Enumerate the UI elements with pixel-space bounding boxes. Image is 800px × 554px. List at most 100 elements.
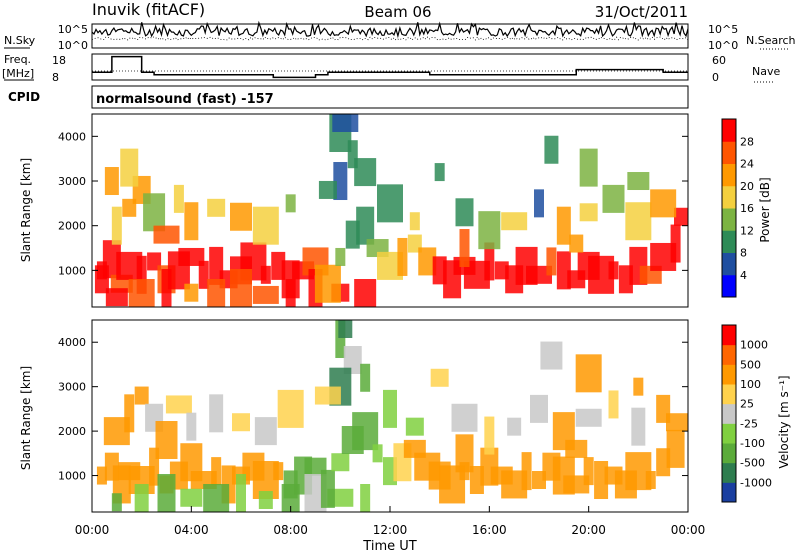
power-point-9 — [178, 247, 205, 266]
power-point-89 — [625, 202, 652, 241]
velocity-point-25 — [186, 412, 197, 441]
power-data — [94, 114, 688, 307]
noise-left-tick-top: 10^5 — [58, 23, 88, 36]
cpid-value: normalsound (fast) -157 — [96, 92, 274, 107]
velocity-colorbar-tick-0: 1000 — [740, 339, 768, 352]
velocity-point-92 — [455, 434, 474, 473]
velocity-point-40 — [360, 484, 371, 512]
power-colorbar-swatch-4 — [722, 185, 736, 209]
velocity-point-41 — [320, 469, 335, 508]
power-point-45 — [335, 247, 346, 266]
velocity-colorbar-swatch-8 — [722, 325, 736, 346]
power-colorbar-swatch-0 — [722, 274, 736, 298]
velocity-cbar-label: Velocity [m s⁻¹] — [777, 375, 791, 468]
power-colorbar-swatch-6 — [722, 141, 736, 164]
station-title: Inuvik (fitACF) — [92, 0, 205, 19]
power-point-30 — [285, 194, 296, 213]
velocity-point-57 — [405, 417, 424, 436]
power-colorbar-swatch-1 — [722, 252, 736, 276]
power-point-35 — [161, 269, 172, 307]
time-xtick-label-5: 20:00 — [571, 523, 606, 537]
velocity-colorbar-tick-5: -100 — [740, 437, 765, 450]
power-point-60 — [409, 212, 420, 231]
velocity-colorbar-swatch-3 — [722, 423, 736, 444]
freq-frame — [91, 53, 689, 81]
time-x-axis: 00:00 04:00 08:00 12:00 16:00 20:00 00:00 — [75, 506, 705, 537]
velocity-ytick-label-0: 1000 — [58, 470, 86, 483]
date-title: 31/Oct/2011 — [595, 3, 688, 21]
velocity-colorbar-tick-2: 100 — [740, 378, 761, 391]
power-panel: 1000 2000 3000 4000 Slant Range [km] 4 8 12 16… — [19, 113, 772, 308]
power-point-52 — [418, 247, 437, 276]
freq-line — [92, 55, 688, 79]
power-point-91 — [544, 135, 559, 164]
velocity-point-54 — [314, 386, 341, 405]
power-point-27 — [207, 198, 226, 217]
nsearch-label: N.Search — [746, 34, 796, 47]
cpid-frame — [91, 85, 689, 109]
noise-right-tick-bottom: 10^0 — [708, 39, 738, 52]
velocity-colorbar-tick-3: 25 — [740, 398, 754, 411]
time-xlabel: Time UT — [362, 539, 416, 554]
power-colorbar-swatch-3 — [722, 208, 736, 231]
noise-right-tick-top: 10^5 — [708, 23, 738, 36]
velocity-point-21 — [134, 386, 149, 405]
velocity-point-50 — [335, 320, 346, 358]
velocity-colorbar-frame — [721, 324, 737, 503]
power-point-28 — [230, 202, 252, 231]
velocity-ytick-label-3: 4000 — [58, 336, 86, 349]
velocity-ytick-label-1: 2000 — [58, 425, 86, 438]
freq-panel: Freq. [MHz] 18 8 60 0 Nave — [2, 53, 780, 84]
time-xtick-label-2: 08:00 — [273, 523, 308, 537]
velocity-point-56 — [383, 389, 397, 428]
velocity-point-28 — [254, 417, 277, 446]
power-y-axis: 1000 2000 3000 4000 — [58, 130, 688, 277]
power-point-92 — [579, 148, 598, 187]
velocity-point-32 — [157, 474, 176, 512]
velocity-colorbar-swatch-1 — [722, 462, 736, 483]
velocity-colorbar-swatch-7 — [722, 344, 736, 365]
power-point-33 — [105, 288, 128, 307]
velocity-point-90 — [633, 377, 644, 396]
velocity-point-86 — [631, 407, 646, 446]
nave-label: Nave — [752, 65, 780, 78]
time-xtick-label-1: 04:00 — [174, 523, 209, 537]
power-colorbar-tick-2: 12 — [740, 224, 754, 237]
power-colorbar-tick-6: 28 — [740, 135, 754, 148]
velocity-point-93 — [565, 439, 588, 458]
power-point-81 — [674, 207, 688, 226]
noise-left-tick-bottom: 10^0 — [58, 39, 88, 52]
power-point-26 — [184, 202, 199, 241]
velocity-point-26 — [209, 394, 224, 433]
power-point-36 — [184, 283, 199, 302]
velocity-point-70 — [583, 457, 594, 486]
velocity-point-88 — [540, 341, 563, 370]
power-point-80 — [670, 224, 681, 263]
nave-right-tick-bottom: 0 — [712, 71, 719, 84]
power-point-23 — [143, 193, 166, 232]
velocity-point-31 — [134, 484, 149, 512]
power-point-75 — [608, 261, 619, 280]
velocity-colorbar-swatch-2 — [722, 443, 736, 464]
power-point-65 — [484, 242, 495, 281]
velocity-point-85 — [608, 390, 619, 419]
velocity-point-15 — [273, 462, 284, 481]
velocity-point-5 — [149, 447, 160, 486]
velocity-colorbar-swatch-4 — [722, 403, 736, 424]
power-point-32 — [120, 148, 139, 187]
velocity-point-45 — [372, 444, 383, 463]
power-point-50 — [397, 237, 408, 276]
power-colorbar: 4 8 12 16 20 24 28 — [721, 118, 754, 298]
velocity-point-0 — [96, 466, 107, 485]
power-point-44 — [314, 264, 341, 303]
power-colorbar-tick-3: 16 — [740, 202, 754, 215]
power-point-34 — [128, 279, 155, 307]
power-cbar-label: Power [dB] — [758, 177, 772, 242]
power-ytick-label-0: 1000 — [58, 264, 86, 277]
velocity-data — [96, 320, 688, 512]
velocity-point-10 — [211, 457, 222, 486]
noise-frame — [91, 23, 689, 49]
power-point-57 — [318, 180, 337, 199]
power-point-55 — [347, 140, 358, 169]
